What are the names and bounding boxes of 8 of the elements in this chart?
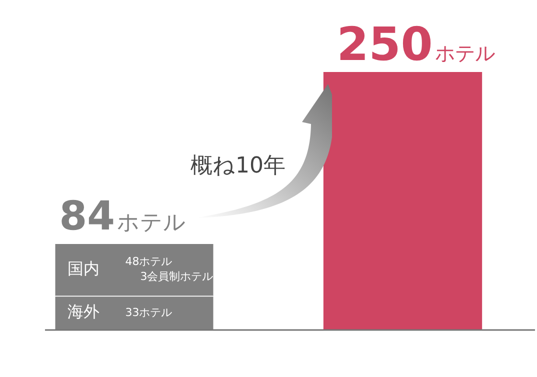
total-label: 250ホテル bbox=[336, 17, 495, 71]
annotation: 48ホテル bbox=[125, 254, 172, 268]
series-label: 海外 bbox=[67, 302, 100, 322]
annotation: 概ね10年 bbox=[190, 154, 286, 179]
total-label: 84ホテル bbox=[59, 193, 186, 240]
annotation: 3会員制ホテル bbox=[140, 270, 214, 283]
data-label: 33ホテル bbox=[125, 306, 172, 319]
series-label: 国内 bbox=[67, 258, 100, 278]
